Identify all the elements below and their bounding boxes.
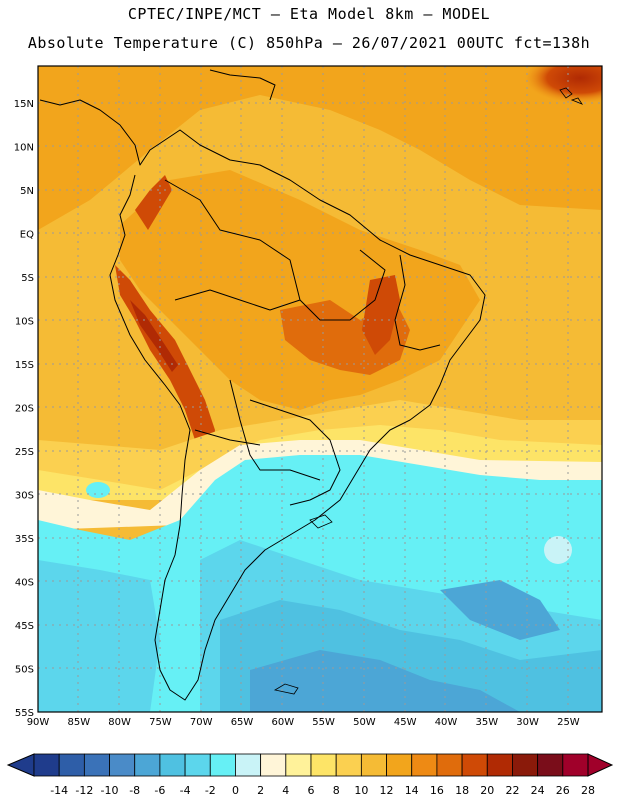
- colorbar-swatch: [411, 753, 438, 777]
- lon-label: 25W: [557, 717, 580, 728]
- colorbar-label: 28: [581, 784, 595, 797]
- colorbar-swatch: [461, 753, 488, 777]
- temperature-colorbar: -14 -12 -10 -8 -6 -4 -2 0 2 4 6 8 10 12 14 16 18 20 22 24 26…: [6, 753, 614, 797]
- lat-label: 20S: [15, 404, 34, 415]
- colorbar-swatch: [562, 753, 589, 777]
- lat-label: 10S: [15, 317, 34, 328]
- coastlines: [39, 69, 486, 701]
- lat-label: 5N: [20, 186, 34, 197]
- colorbar-swatch: [260, 753, 287, 777]
- lon-label: 55W: [312, 717, 335, 728]
- lon-label: 70W: [190, 717, 213, 728]
- longitude-labels: 90W 85W 80W 75W 70W 65W 60W 55W 50W 45W 40W 35W 30W 2…: [27, 717, 580, 728]
- colorbar-swatch: [235, 753, 262, 777]
- colorbar-label: -6: [154, 784, 165, 797]
- map-title: CPTEC/INPE/MCT – Eta Model 8km – MODEL: [127, 5, 491, 23]
- lat-label: 50S: [15, 665, 34, 676]
- colorbar-label: 22: [506, 784, 520, 797]
- colorbar-swatch: [109, 753, 136, 777]
- lon-label: 35W: [475, 717, 498, 728]
- colorbar-max-arrow: [587, 753, 614, 777]
- colorbar-swatch: [310, 753, 337, 777]
- colorbar-label: -2: [205, 784, 216, 797]
- lat-label: 15N: [14, 99, 34, 110]
- map-subtitle: Absolute Temperature (C) 850hPa – 26/07/…: [27, 34, 591, 52]
- lon-label: 60W: [271, 717, 294, 728]
- lon-label: 40W: [435, 717, 458, 728]
- colorbar-label: -14: [50, 784, 68, 797]
- colorbar-label: -10: [101, 784, 119, 797]
- lon-label: 80W: [108, 717, 131, 728]
- lat-label: 55S: [15, 708, 34, 719]
- map-frame: [37, 65, 603, 713]
- lat-label: 15S: [15, 360, 34, 371]
- lon-label: 85W: [67, 717, 90, 728]
- colorbar-swatch: [33, 753, 60, 777]
- colorbar-swatch: [512, 753, 539, 777]
- latitude-labels: 15N 10N 5N EQ 5S 10S 15S 20S 25S 30S 35S 40S 45S 50S 5…: [14, 99, 34, 719]
- lat-label: 45S: [15, 621, 34, 632]
- lat-label: 5S: [21, 273, 34, 284]
- colorbar-swatch: [134, 753, 161, 777]
- lon-label: 65W: [231, 717, 254, 728]
- temperature-field: [38, 66, 602, 712]
- lon-label: 50W: [353, 717, 376, 728]
- colorbar-label: 14: [405, 784, 419, 797]
- colorbar-swatch: [537, 753, 564, 777]
- colorbar-swatch: [285, 753, 312, 777]
- colorbar-label: 12: [380, 784, 394, 797]
- graticule: [38, 66, 602, 712]
- colorbar-label: 16: [430, 784, 444, 797]
- colorbar-swatch: [209, 753, 236, 777]
- lon-label: 45W: [394, 717, 417, 728]
- lon-label: 90W: [27, 717, 50, 728]
- lat-label: 30S: [15, 491, 34, 502]
- colorbar-swatch: [58, 753, 85, 777]
- colorbar-swatch: [159, 753, 186, 777]
- lat-label: 35S: [15, 534, 34, 545]
- lon-label: 75W: [149, 717, 172, 728]
- colorbar-label: 2: [257, 784, 264, 797]
- colorbar-swatch: [486, 753, 513, 777]
- colorbar-label: 6: [308, 784, 315, 797]
- colorbar-swatch: [335, 753, 362, 777]
- colorbar-swatch: [360, 753, 387, 777]
- colorbar-swatch: [386, 753, 413, 777]
- lat-label: 25S: [15, 447, 34, 458]
- colorbar-label: 0: [232, 784, 239, 797]
- colorbar-swatch: [184, 753, 211, 777]
- lon-label: 30W: [516, 717, 539, 728]
- colorbar-label: 24: [531, 784, 545, 797]
- colorbar-min-arrow: [6, 753, 35, 777]
- colorbar-swatch: [83, 753, 110, 777]
- islands: [273, 87, 584, 695]
- colorbar-swatch: [436, 753, 463, 777]
- colorbar-label: -8: [129, 784, 140, 797]
- colorbar-label: -4: [180, 784, 191, 797]
- colorbar-label: -12: [75, 784, 93, 797]
- colorbar-label: 10: [354, 784, 368, 797]
- colorbar-label: 18: [455, 784, 469, 797]
- colorbar-label: 20: [480, 784, 494, 797]
- lat-label: 40S: [15, 578, 34, 589]
- colorbar-label: 4: [282, 784, 289, 797]
- lat-label: 10N: [14, 143, 34, 154]
- lat-label: EQ: [20, 230, 34, 241]
- colorbar-label: 8: [333, 784, 340, 797]
- colorbar-label: 26: [556, 784, 570, 797]
